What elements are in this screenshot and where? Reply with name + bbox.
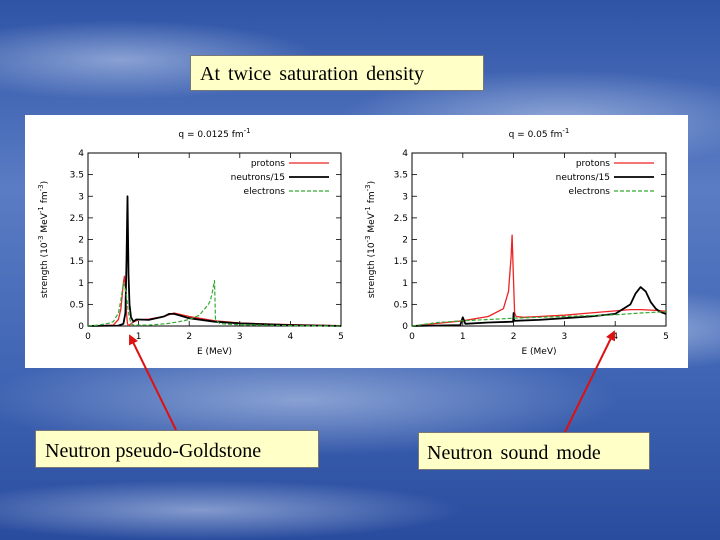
x-tick-label: 0: [409, 332, 415, 342]
y-axis-label: strength (10-3 MeV-1 fm-3): [364, 181, 377, 298]
x-tick-label: 2: [186, 332, 192, 342]
series-line-protons: [411, 234, 667, 327]
legend-label: electrons: [569, 187, 611, 197]
caption-pseudo-goldstone: Neutron pseudo-Goldstone: [35, 430, 319, 468]
y-tick-label: 3: [402, 192, 408, 202]
x-tick-label: 3: [562, 332, 568, 342]
chart-title: q = 0.0125 fm-1: [178, 127, 250, 140]
legend-label: protons: [251, 159, 285, 169]
legend-label: protons: [576, 159, 610, 169]
x-tick-label: 3: [237, 332, 243, 342]
y-axis-label: strength (10-3 MeV-1 fm-3): [37, 181, 50, 298]
x-axis-label: E (MeV): [197, 347, 232, 357]
legend-label: neutrons/15: [231, 173, 285, 183]
x-tick-label: 5: [338, 332, 344, 342]
y-tick-label: 0: [402, 322, 408, 332]
chart-title: q = 0.05 fm-1: [509, 127, 570, 140]
y-tick-label: 0.5: [70, 300, 84, 310]
y-tick-label: 3.5: [394, 171, 408, 181]
y-tick-label: 2.5: [394, 214, 408, 224]
y-tick-label: 3.5: [70, 171, 84, 181]
y-tick-label: 2.5: [70, 214, 84, 224]
x-tick-label: 2: [511, 332, 517, 342]
x-tick-label: 1: [460, 332, 466, 342]
x-tick-label: 4: [612, 332, 618, 342]
slide-title: At twice saturation density: [190, 55, 484, 91]
plots-panel: 0 1 2 3 4 5 0 0.5 1 1.5 2 2.5 3 3.5 4 q = 0.0125 fm-1 E …: [25, 115, 688, 368]
y-tick-label: 3: [78, 192, 84, 202]
y-tick-label: 1: [402, 279, 408, 289]
y-tick-label: 1.5: [70, 257, 84, 267]
x-tick-label: 1: [136, 332, 142, 342]
y-tick-label: 4: [402, 149, 408, 159]
x-tick-label: 0: [85, 332, 91, 342]
series-line-neutrons-15: [411, 286, 667, 327]
x-axis-label: E (MeV): [521, 347, 556, 357]
series-line-neutrons-15: [87, 195, 342, 327]
x-tick-label: 5: [663, 332, 669, 342]
x-tick-label: 4: [288, 332, 294, 342]
chart-left: 0 1 2 3 4 5 0 0.5 1 1.5 2 2.5 3 3.5 4 q = 0.0125 fm-1 E …: [37, 127, 344, 357]
y-tick-label: 0: [78, 322, 84, 332]
chart-right: 0 1 2 3 4 5 0 0.5 1 1.5 2 2.5 3 3.5 4 q = 0.05 fm-1 E (M…: [364, 127, 669, 357]
series-line-electrons: [87, 280, 342, 327]
y-tick-label: 1.5: [394, 257, 408, 267]
y-tick-label: 2: [78, 236, 84, 246]
series-line-electrons: [411, 311, 667, 327]
caption-sound-mode: Neutron sound mode: [418, 432, 650, 470]
y-tick-label: 2: [402, 236, 408, 246]
legend-label: neutrons/15: [556, 173, 610, 183]
y-tick-label: 1: [78, 279, 84, 289]
y-tick-label: 4: [78, 149, 84, 159]
plot-frame: [411, 152, 667, 327]
y-tick-label: 0.5: [394, 300, 408, 310]
legend-label: electrons: [244, 187, 286, 197]
